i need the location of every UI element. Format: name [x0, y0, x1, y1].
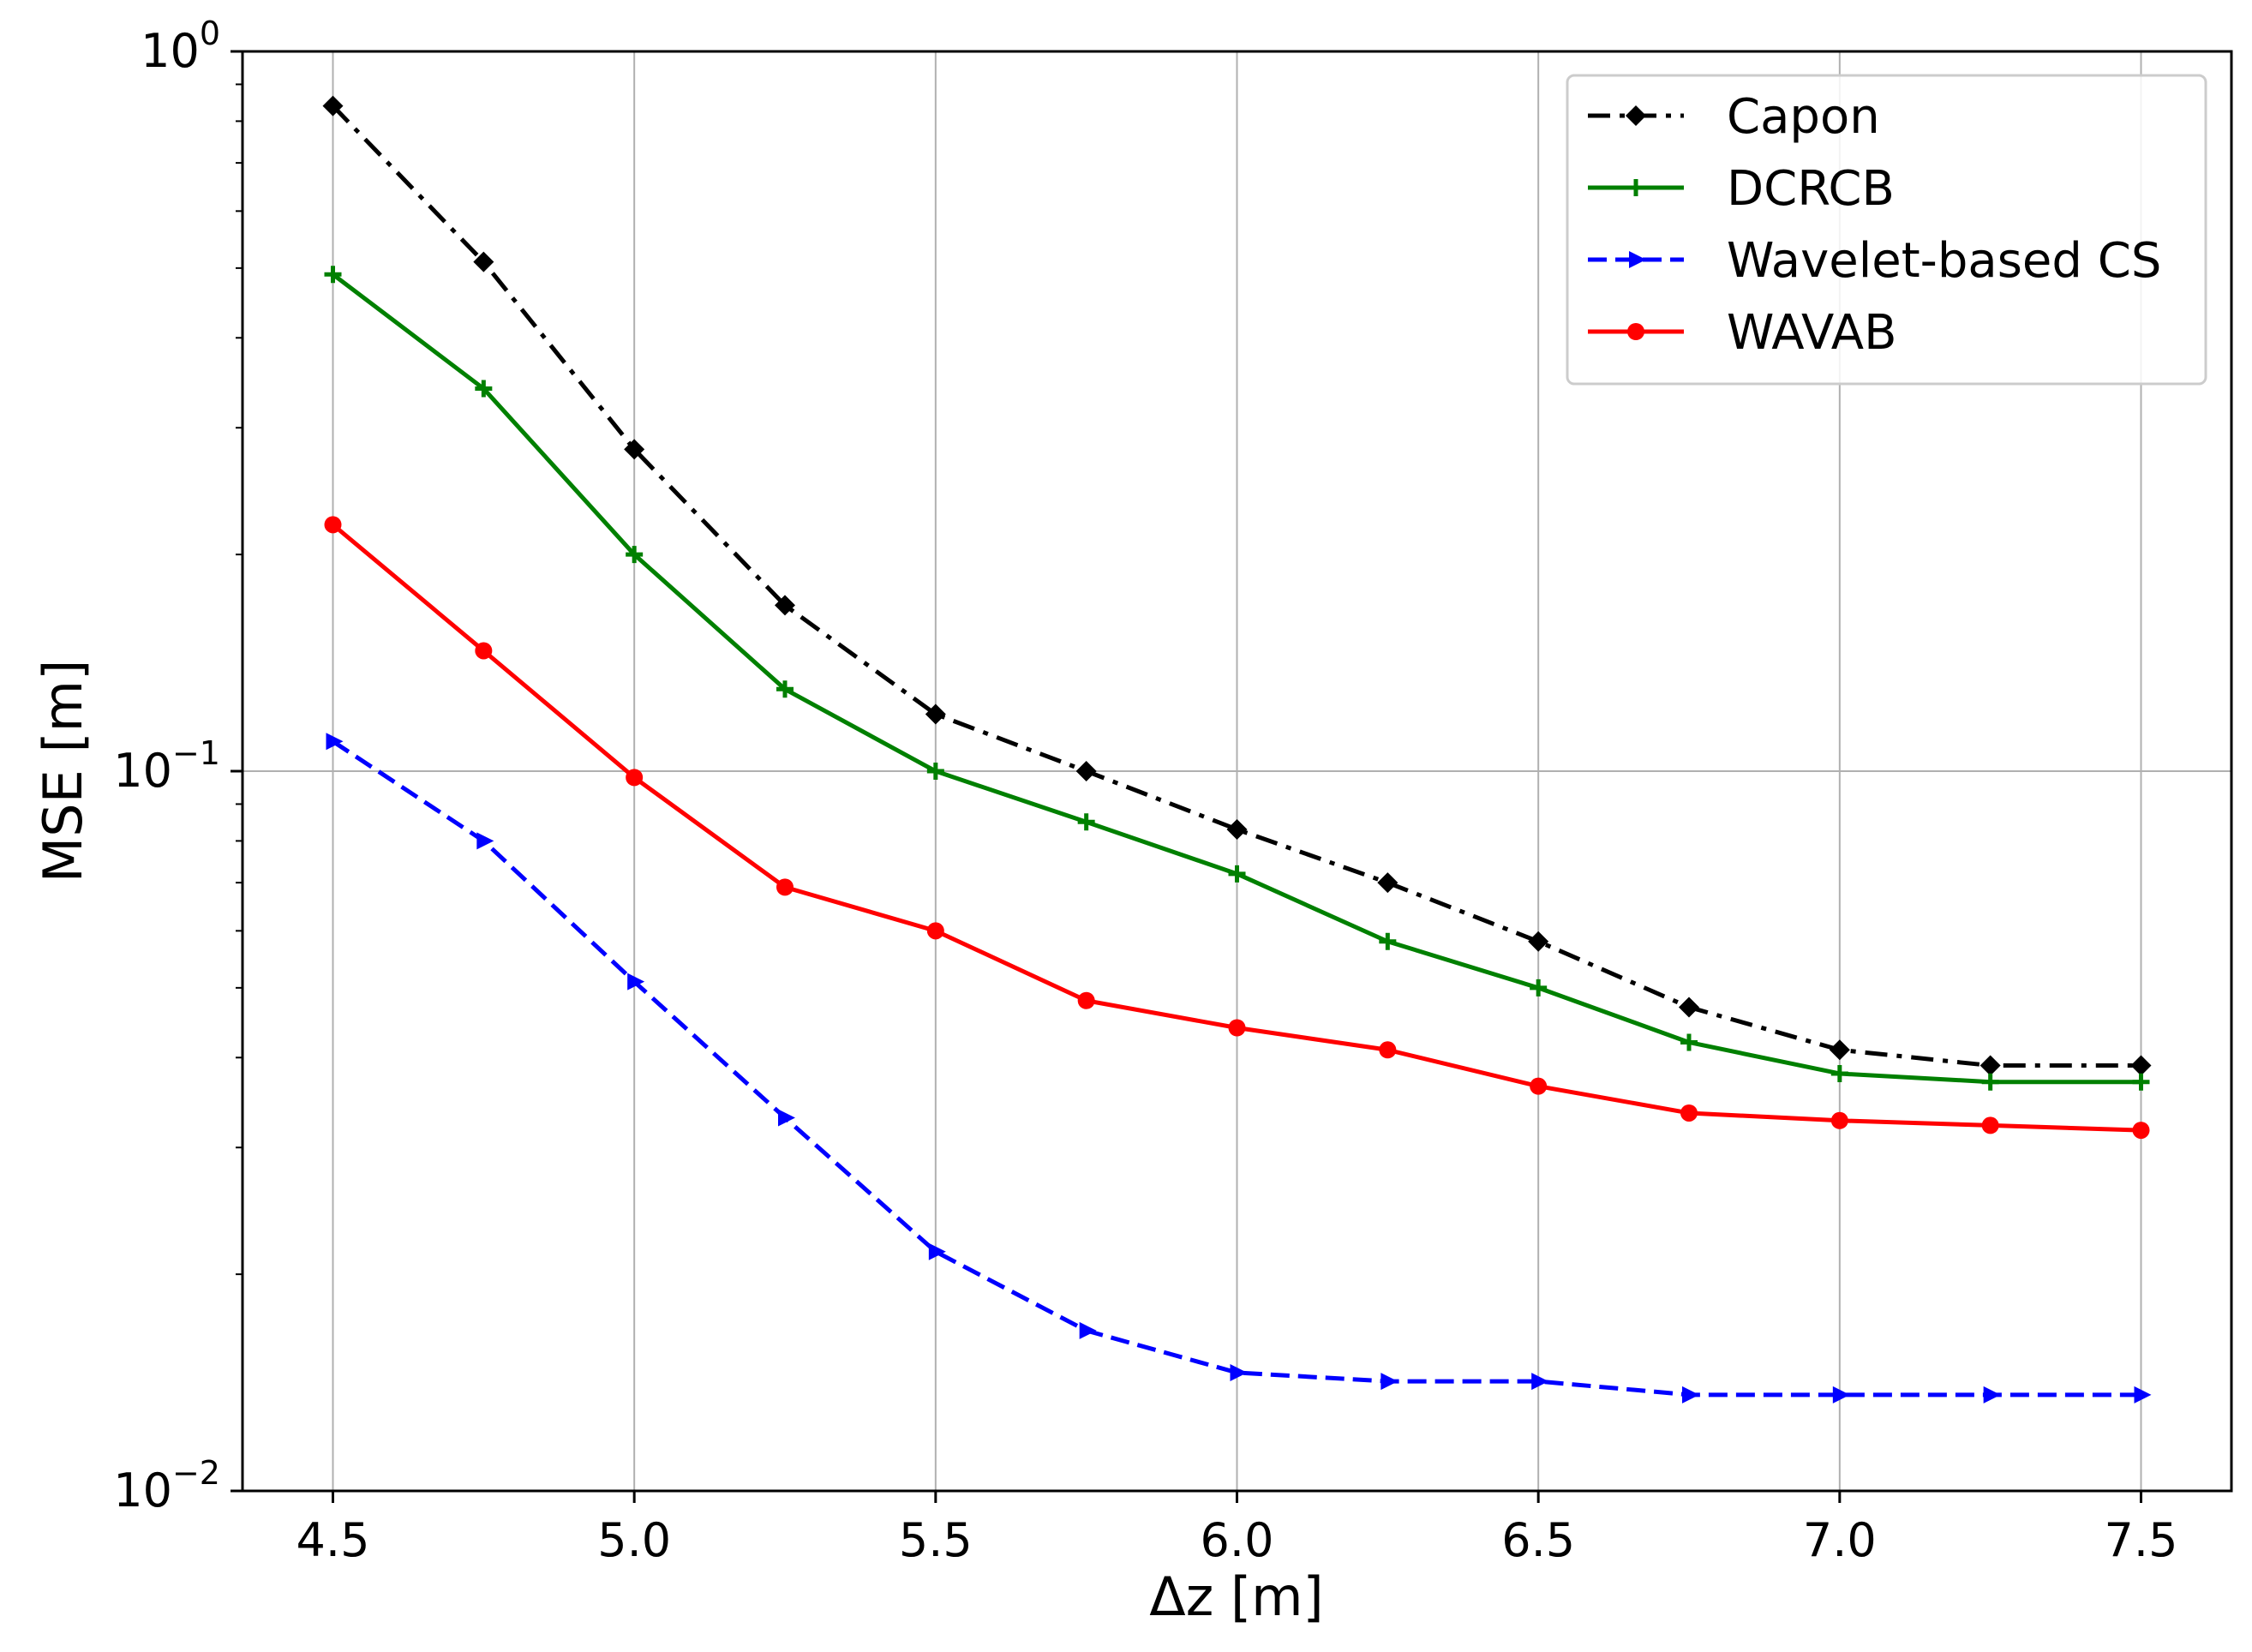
y-tick-base: 10 [113, 744, 172, 798]
x-tick-label: 6.0 [1201, 1513, 1274, 1567]
data-point [1079, 1321, 1097, 1339]
legend-label: DCRCB [1727, 161, 1895, 217]
legend-marker [1629, 251, 1646, 268]
legend-marker [1627, 179, 1644, 196]
y-tick-label: 100 [141, 15, 220, 78]
data-point [324, 266, 342, 284]
data-point [626, 769, 644, 787]
data-point [926, 922, 944, 940]
y-tick-base: 10 [113, 1463, 172, 1517]
data-point [1077, 813, 1095, 831]
data-point [324, 516, 342, 534]
data-point [1075, 761, 1097, 781]
data-point [1981, 1073, 1999, 1091]
x-tick-label: 5.5 [899, 1513, 973, 1567]
legend-label: Wavelet-based CS [1727, 233, 2161, 289]
data-point [1830, 1064, 1848, 1082]
y-tick-label: 10−2 [113, 1454, 220, 1517]
data-point [2130, 1055, 2152, 1076]
data-point [778, 1109, 795, 1127]
x-tick-label: 4.5 [296, 1513, 370, 1567]
legend-item: WAVAB [1588, 305, 1897, 361]
data-point [1679, 997, 1699, 1018]
legend-box [1566, 74, 2207, 386]
data-point [624, 439, 645, 460]
data-point [928, 1242, 946, 1260]
y-tick-exponent: −2 [172, 1454, 220, 1492]
x-tick-label: 7.5 [2105, 1513, 2178, 1567]
legend-marker [1626, 105, 1646, 126]
data-point [2132, 1073, 2150, 1091]
series-wavelet-based-cs [326, 733, 2152, 1404]
legend-item: Wavelet-based CS [1588, 233, 2161, 289]
series-dcrcb [324, 266, 2150, 1091]
data-point [1379, 932, 1397, 950]
data-point [326, 733, 344, 751]
legend-item: DCRCB [1588, 161, 1895, 217]
data-point [776, 680, 794, 698]
data-point [1077, 991, 1095, 1009]
data-point [1981, 1116, 1999, 1134]
data-point [627, 973, 645, 991]
x-tick-label: 6.5 [1501, 1513, 1575, 1567]
data-point [1680, 1104, 1698, 1122]
series-layer [322, 95, 2152, 1404]
data-point [1530, 1077, 1548, 1095]
data-point [776, 878, 794, 896]
x-tick-label: 5.0 [597, 1513, 671, 1567]
x-tick-label: 7.0 [1803, 1513, 1877, 1567]
data-point [473, 251, 494, 272]
data-point [1228, 1019, 1246, 1037]
data-point [1530, 979, 1548, 997]
y-tick-exponent: −1 [172, 734, 220, 772]
data-point [2134, 1386, 2152, 1404]
data-point [475, 380, 493, 398]
data-point [1531, 1373, 1549, 1391]
data-point [1230, 1363, 1248, 1381]
data-point [775, 595, 795, 616]
data-point [1226, 818, 1248, 840]
legend: Capon DCRCB Wavelet-based CS WAVAB [1566, 74, 2207, 386]
data-point [626, 546, 644, 564]
y-tick-base: 10 [141, 24, 200, 78]
data-point [1830, 1111, 1848, 1129]
data-point [1829, 1039, 1850, 1061]
data-point [1228, 865, 1246, 883]
data-point [322, 95, 344, 117]
x-axis-label: Δz [m] [1149, 1565, 1323, 1628]
data-point [1983, 1386, 2001, 1404]
series-wavab [324, 516, 2150, 1140]
data-point [1979, 1055, 2001, 1076]
data-point [1680, 1033, 1698, 1051]
legend-marker [1627, 323, 1644, 340]
data-point [925, 703, 946, 725]
y-axis-label: MSE [m] [32, 660, 94, 883]
data-point [2132, 1122, 2150, 1140]
data-point [476, 832, 494, 850]
data-point [1377, 872, 1399, 894]
data-point [1379, 1041, 1397, 1059]
legend-label: WAVAB [1727, 305, 1897, 361]
data-point [926, 763, 944, 780]
x-axis: 4.5 5.0 5.5 6.0 6.5 7.0 7.5 [296, 1491, 2178, 1567]
data-point [1832, 1386, 1850, 1404]
data-point [1682, 1386, 1699, 1404]
data-point [1381, 1373, 1399, 1391]
legend-label: Capon [1727, 89, 1880, 145]
data-point [1528, 931, 1549, 952]
series-capon [322, 95, 2152, 1076]
y-tick-exponent: 0 [200, 15, 220, 52]
y-tick-label: 10−1 [113, 734, 220, 798]
data-point [475, 642, 493, 660]
legend-item: Capon [1588, 89, 1880, 145]
